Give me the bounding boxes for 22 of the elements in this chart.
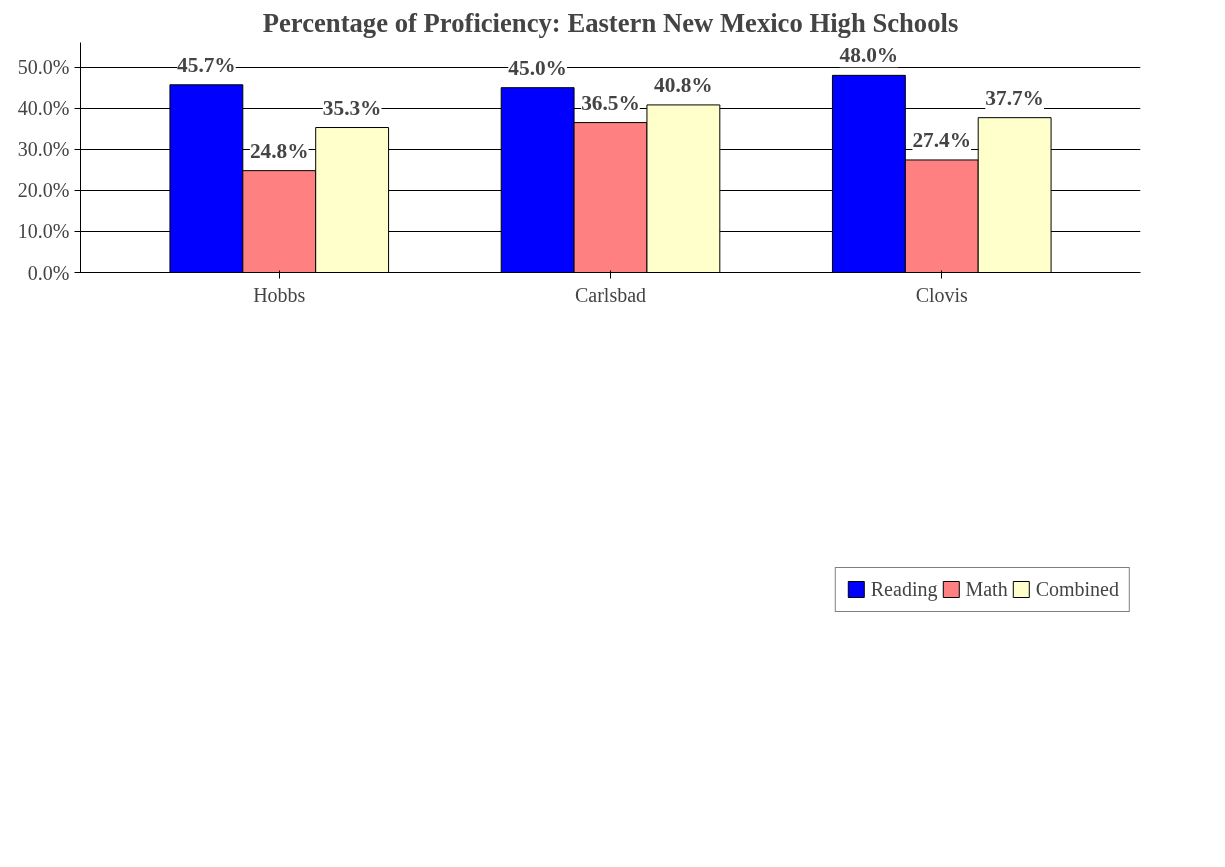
data-label: 27.4% [912,127,972,152]
y-tick-label: 10.0% [17,220,70,243]
y-tick-label: 30.0% [17,138,70,161]
x-tick-label: Clovis [915,283,969,306]
data-label: 36.5% [581,90,640,115]
y-tick-label: 0.0% [27,261,70,284]
data-label: 45.7% [177,52,236,77]
legend-label: Math [965,577,1008,601]
data-label: 37.7% [985,85,1044,110]
data-label: 45.0% [508,55,567,80]
x-tick-label: Carlsbad [574,283,647,306]
y-tick-label: 40.0% [17,97,70,120]
y-tick-label: 20.0% [17,179,70,202]
x-tick-label: Hobbs [253,283,306,306]
data-label: 48.0% [839,43,899,68]
chart-title: Percentage of Proficiency: Eastern New Mexico High Schools [262,7,959,38]
data-label: 35.3% [322,95,382,120]
data-label: 40.8% [654,72,713,97]
y-tick-label: 50.0% [17,56,70,79]
legend-label: Combined [1035,577,1119,601]
legend-label: Reading [870,577,938,601]
data-label: 24.8% [249,138,309,163]
